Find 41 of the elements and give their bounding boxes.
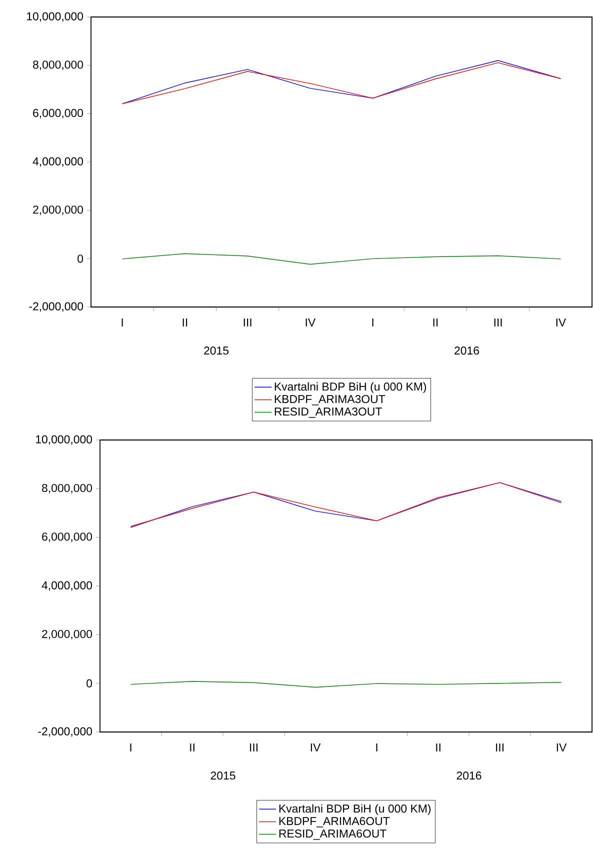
y-tick-label: 2,000,000: [33, 206, 84, 216]
y-tick-label: 6,000,000: [42, 532, 92, 542]
y-tick-label: 8,000,000: [42, 484, 92, 494]
legend-label: RESID_ARIMA3OUT: [274, 408, 382, 418]
x-tick-label: IV: [556, 318, 566, 326]
x-tick-label: IV: [306, 318, 316, 326]
legend-label: KBDPF_ARIMA6OUT: [279, 817, 390, 828]
y-tick-label: 10,000,000: [27, 12, 84, 22]
legend-label: Kvartalni BDP BiH (u 000 KM): [279, 804, 431, 815]
y-tick-label: 4,000,000: [32, 157, 84, 167]
y-tick-label: 2,000,000: [42, 630, 92, 640]
x-tick-label: IV: [556, 744, 567, 752]
y-tick-label: 0: [78, 254, 84, 263]
x-tick-label: I: [372, 318, 374, 326]
x-tick-label: III: [494, 318, 502, 326]
x-tick-label: II: [182, 318, 188, 326]
text: 2016: [456, 772, 482, 780]
legend-label: Kvartalni BDP BiH (u 000 KM): [274, 382, 426, 393]
x-tick-label: III: [244, 318, 252, 326]
legend-label: RESID_ARIMA6OUT: [279, 830, 386, 840]
x-tick-label: IV: [310, 744, 321, 752]
y-tick-label: 0: [86, 679, 92, 688]
text: 2015: [210, 772, 236, 780]
x-tick-label: I: [376, 744, 378, 752]
x-tick-label: I: [130, 744, 132, 752]
x-tick-label: III: [496, 744, 504, 752]
x-tick-label: III: [250, 744, 258, 752]
y-tick-label: 4,000,000: [42, 581, 92, 591]
x-tick-label: II: [433, 318, 438, 326]
legend-label: KBDPF_ARIMA3OUT: [274, 395, 386, 406]
text: 2016: [454, 346, 479, 355]
y-tick-label: 10,000,000: [36, 435, 92, 445]
text: 2015: [204, 346, 229, 355]
y-tick-label: 8,000,000: [33, 60, 84, 70]
y-tick-label: -2,000,000: [29, 302, 84, 312]
line-series: [122, 253, 562, 265]
y-tick-label: 6,000,000: [33, 108, 84, 118]
x-tick-label: I: [122, 318, 123, 326]
y-tick-label: -2,000,000: [38, 727, 92, 737]
x-tick-label: II: [190, 744, 194, 752]
x-tick-label: II: [436, 744, 440, 752]
